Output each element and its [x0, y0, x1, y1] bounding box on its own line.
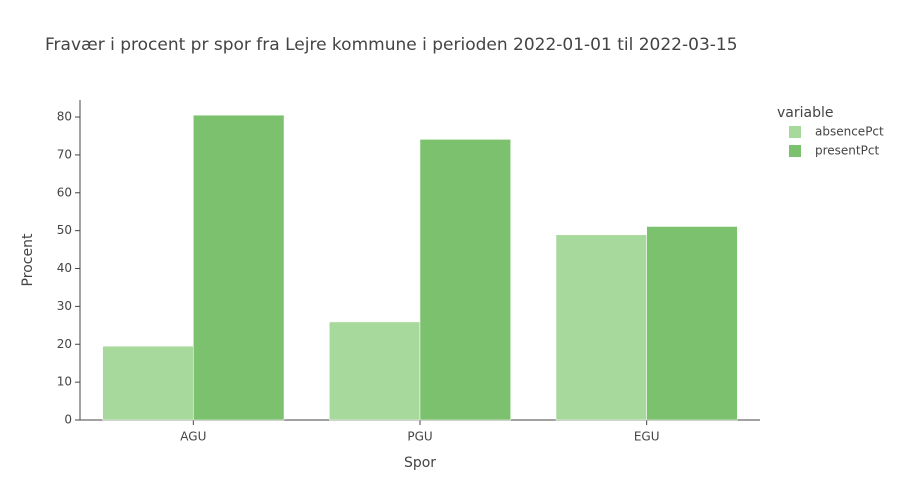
- y-tick-label: 10: [57, 375, 72, 389]
- bar: [329, 321, 421, 421]
- x-tick-label: EGU: [634, 430, 660, 444]
- chart-title: Fravær i procent pr spor fra Lejre kommu…: [45, 35, 738, 55]
- y-tick-label: 30: [57, 299, 72, 313]
- y-tick-label: 70: [57, 147, 72, 161]
- legend-label: absencePct: [815, 125, 884, 139]
- bar: [646, 226, 738, 421]
- legend-swatch: [789, 145, 801, 157]
- y-axis-label: Procent: [20, 233, 36, 286]
- y-tick-label: 80: [57, 110, 72, 124]
- y-tick-label: 20: [57, 337, 72, 351]
- bar: [102, 345, 194, 421]
- y-tick-label: 0: [64, 413, 72, 427]
- y-tick-label: 50: [57, 223, 72, 237]
- legend-title: variable: [777, 105, 833, 121]
- x-tick-label: PGU: [407, 430, 432, 444]
- bar: [555, 234, 647, 421]
- legend-swatch: [789, 126, 801, 138]
- y-tick-label: 40: [57, 261, 72, 275]
- x-tick-label: AGU: [180, 430, 206, 444]
- y-tick-label: 60: [57, 185, 72, 199]
- bar: [419, 139, 511, 421]
- legend-label: presentPct: [815, 144, 879, 158]
- bar: [193, 114, 285, 421]
- x-axis-label: Spor: [404, 455, 436, 471]
